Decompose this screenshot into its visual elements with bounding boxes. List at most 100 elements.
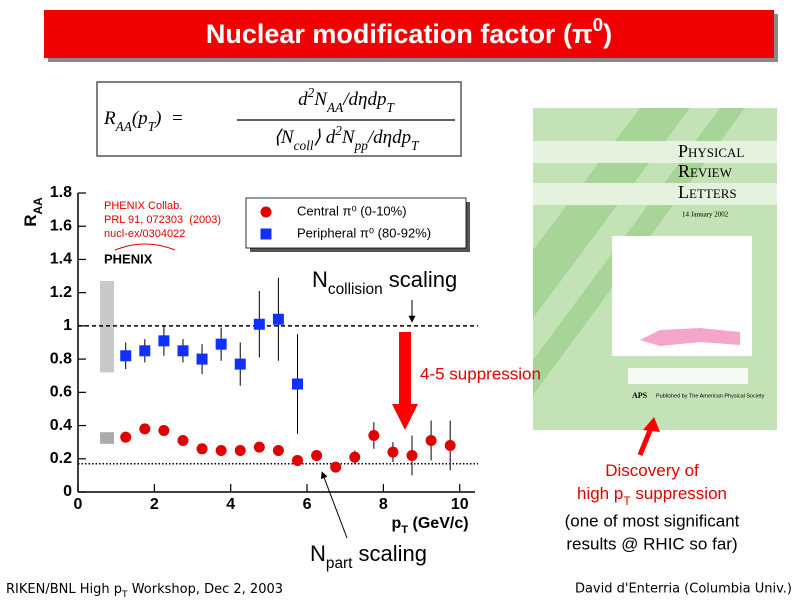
text-run: R — [103, 108, 116, 129]
text-run: AA — [326, 100, 344, 115]
y-tick-label: 0 — [63, 483, 72, 500]
collab-text: nucl-ex/0304022 — [104, 228, 185, 240]
y-tick-label: 1.6 — [50, 217, 72, 234]
text-run: N — [310, 541, 326, 566]
cover-title: Physical — [678, 141, 744, 161]
suppression-arrow-head — [392, 404, 418, 430]
y-tick-label: 0.4 — [50, 417, 72, 434]
data-point — [387, 446, 399, 458]
x-tick-label: 2 — [150, 496, 159, 513]
data-point — [158, 335, 170, 347]
text-run: RIKEN/BNL High p — [6, 582, 122, 597]
text-run: Nuclear modification factor (π — [206, 19, 593, 49]
text-run: (p — [132, 108, 148, 129]
x-tick-label: 8 — [379, 496, 388, 513]
y-tick-label: 1.8 — [50, 184, 72, 201]
text-run: (GeV/c) — [408, 515, 468, 532]
text-run: scaling — [352, 541, 427, 566]
text-run: Workshop, Dec 2, 2003 — [128, 582, 283, 597]
legend-label: Peripheral π⁰ (80-92%) — [297, 225, 431, 240]
data-point — [291, 378, 303, 390]
text-run: coll — [294, 138, 314, 153]
data-point — [330, 461, 342, 473]
data-point — [196, 353, 208, 365]
text-run: T — [623, 494, 630, 508]
formula: RAA(pT) = d2NAA/dηdpT ⟨Ncoll⟩ d2Npp/dηdp… — [103, 85, 455, 153]
text-run: Discovery of — [605, 461, 699, 480]
data-point — [291, 454, 303, 466]
text-run: p — [391, 515, 401, 532]
text-run: collision — [328, 281, 383, 298]
cover-logo: APS — [632, 391, 648, 400]
x-tick-label: 10 — [451, 496, 469, 513]
text-run: ) = — [154, 108, 184, 129]
text-run: T — [411, 138, 420, 153]
x-tick-label: 4 — [226, 496, 235, 513]
text-run: /dηdp — [367, 127, 411, 148]
caption-black: results @ RHIC so far) — [566, 534, 737, 553]
norm-box — [100, 432, 114, 444]
data-point — [311, 449, 323, 461]
logo-arc — [114, 243, 176, 251]
y-tick-label: 0.2 — [50, 450, 72, 467]
title-bar — [44, 10, 774, 58]
text-run: d — [298, 89, 308, 110]
collab-text: PRL 91, 072303 (2003) — [104, 214, 221, 226]
chart: RAA pT (GeV/c) PHENIX Collab. PRL 91, 07… — [21, 184, 540, 571]
text-run: ⟨N — [274, 127, 295, 148]
y-tick-label: 0.8 — [50, 350, 72, 367]
formula-denominator: ⟨Ncoll⟩ d2Npp/dηdpT — [274, 123, 421, 153]
legend-label: Central π⁰ (0-10%) — [297, 203, 407, 218]
legend-marker — [260, 206, 272, 218]
text-run: T — [121, 590, 128, 600]
data-point — [196, 443, 208, 455]
caption-red: high pT suppression — [577, 484, 727, 508]
cover-publisher: Published by The American Physical Socie… — [656, 393, 765, 399]
cover-arrow-head — [643, 417, 660, 432]
text-run: AA — [115, 119, 133, 134]
suppression-label: 4-5 suppression — [420, 364, 541, 383]
data-point — [215, 338, 227, 350]
caption-black: (one of most significant — [565, 511, 740, 530]
text-run: high p — [577, 484, 623, 503]
text-run: 2 — [335, 123, 342, 138]
formula-lhs: RAA(pT) = — [103, 108, 184, 133]
data-point — [349, 451, 361, 463]
cover-title: Letters — [678, 182, 737, 202]
y-tick-label: 1.4 — [50, 251, 72, 268]
y-tick-label: 0.6 — [50, 384, 72, 401]
cover-abstract — [628, 368, 748, 384]
y-axis-label: RAA — [21, 197, 45, 227]
cover-date: 14 January 2002 — [682, 211, 729, 219]
data-point — [253, 318, 265, 330]
text-run: ) — [603, 19, 612, 49]
text-run: R — [21, 214, 40, 226]
y-tick-label: 1.2 — [50, 284, 72, 301]
cover-band — [533, 183, 777, 205]
text-run: /dηdp — [342, 89, 386, 110]
data-point — [177, 345, 189, 357]
text-run: T — [148, 119, 157, 134]
text-run: ⟩ d — [314, 127, 336, 148]
data-point — [406, 449, 418, 461]
x-tick-label: 0 — [74, 496, 83, 513]
logo: PHENIX — [104, 251, 153, 266]
data-point — [215, 444, 227, 456]
data-point — [444, 439, 456, 451]
cover-title: Review — [678, 161, 733, 181]
caption: Discovery of high pT suppression (one of… — [565, 461, 740, 553]
legend-marker — [260, 228, 272, 240]
data-point — [425, 435, 437, 447]
formula-numerator: d2NAA/dηdpT — [298, 85, 395, 115]
data-point — [120, 431, 132, 443]
text-run: T — [386, 100, 395, 115]
text-run: 2 — [308, 85, 315, 100]
cover-arrow — [637, 427, 654, 456]
text-run: N — [312, 267, 328, 292]
ncoll-annotation: Ncollision scaling — [312, 267, 457, 298]
data-point — [139, 345, 151, 357]
text-run: N — [313, 89, 328, 110]
data-point — [272, 313, 284, 325]
text-run: AA — [31, 197, 45, 215]
